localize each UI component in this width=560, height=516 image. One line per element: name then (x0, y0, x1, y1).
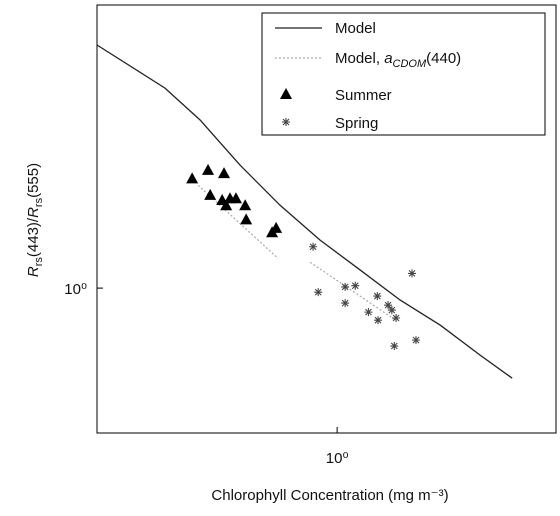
legend-label: Spring (335, 115, 378, 132)
point (411, 336, 420, 345)
legend-label: Summer (335, 87, 392, 104)
point (407, 269, 416, 278)
point (373, 292, 382, 301)
y-label-part: R (25, 207, 42, 218)
point (364, 308, 373, 317)
legend-label-part: a (384, 50, 392, 67)
legend-label: Model (335, 20, 376, 37)
point (374, 316, 383, 325)
point (387, 306, 396, 315)
point (392, 314, 401, 323)
point (270, 221, 283, 233)
point (384, 301, 393, 310)
legend-marker (282, 118, 290, 126)
point (202, 163, 215, 175)
y-label-part: (555) (25, 163, 42, 198)
legend-label-part: (440) (426, 50, 461, 67)
point (220, 199, 233, 211)
y-axis-label: Rrs(443)/Rrs(555) (25, 163, 45, 277)
point (351, 281, 360, 290)
y-label-part: rs (33, 257, 45, 267)
model-line (197, 184, 396, 321)
point (341, 299, 350, 308)
y-label-part: (443)/ (25, 217, 42, 257)
legend: Model Model, aCDOM(440) Summer Spring (261, 12, 546, 136)
point (341, 282, 350, 291)
point (309, 242, 318, 251)
x-tick-label: 10⁰ (326, 450, 349, 467)
y-label-part: rs (33, 197, 45, 207)
plot-frame (96, 4, 557, 434)
legend-label-part: Model, (335, 50, 384, 67)
legend-box (261, 12, 546, 136)
point (240, 213, 253, 225)
legend-label-part: CDOM (393, 58, 427, 70)
point (186, 172, 199, 184)
point (314, 288, 323, 297)
y-label-part: R (25, 266, 42, 277)
x-axis-label: Chlorophyll Concentration (mg m⁻³) (211, 487, 448, 504)
point (218, 167, 231, 179)
y-tick-label: 10⁰ (64, 281, 87, 298)
point (390, 342, 399, 351)
legend-label: Model, aCDOM(440) (335, 50, 461, 70)
model-line (96, 44, 513, 379)
point (239, 199, 252, 211)
point (229, 192, 242, 204)
legend-marker (280, 88, 292, 99)
point (204, 188, 217, 200)
